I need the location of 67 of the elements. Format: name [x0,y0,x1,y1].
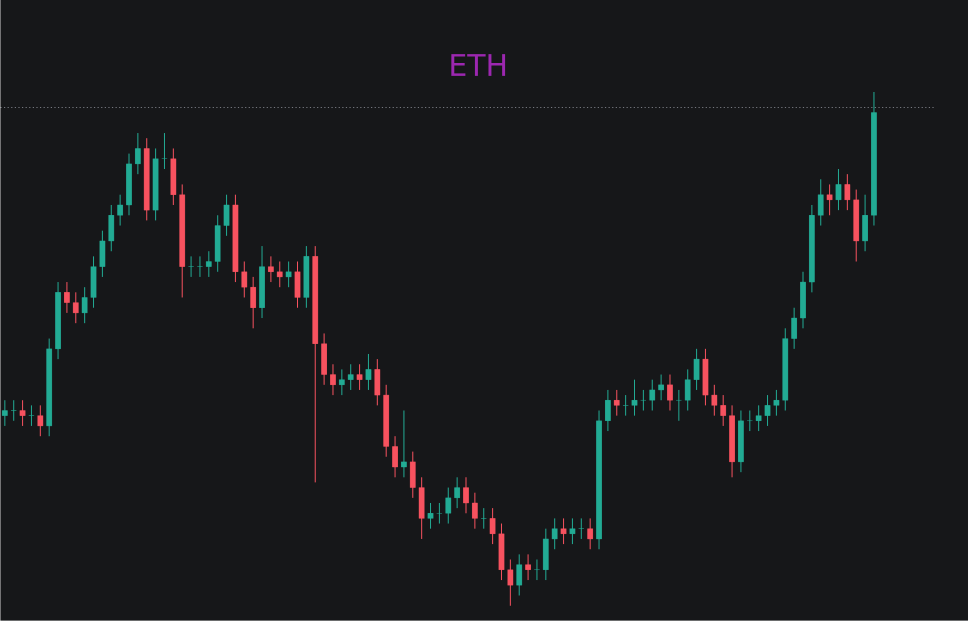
candlestick [507,559,514,606]
candlestick [356,364,362,391]
candlestick [534,559,540,581]
candlestick [667,374,673,412]
candlestick [836,168,842,211]
candlestick [162,132,168,170]
candlestick [587,518,594,550]
candlestick [614,390,620,416]
candlestick [135,132,141,175]
candlestick [711,384,718,416]
candlestick [622,394,628,416]
candlestick [720,394,726,427]
candlestick [428,502,434,530]
chart-title: ETH [451,54,506,76]
candlestick [64,282,70,314]
candlestick [578,518,584,540]
candlestick [552,518,558,550]
candlestick [490,508,496,545]
candlestick [197,256,203,278]
candlestick [516,554,522,596]
candlestick [366,354,372,391]
candlestick [774,390,780,416]
candlestick [37,404,44,437]
candlestick [268,256,274,283]
candlestick [658,374,664,401]
candlestick [188,256,194,278]
candlestick [463,476,469,514]
candlestick [560,518,566,545]
candlestick [764,394,770,427]
candlestick [10,400,17,422]
candlestick [844,174,850,211]
candlestick [746,410,753,432]
candlestick [338,369,345,396]
candlestick [649,379,656,412]
candlestick [818,178,824,226]
candlestick [241,261,248,298]
candlestick [330,364,336,396]
candlestick [117,194,123,226]
candlestick [570,518,576,545]
candlestick [632,379,638,416]
candlestick [676,390,682,422]
candlestick [224,194,230,236]
candlestick [472,492,478,530]
candlestick [605,390,611,432]
candlestick [28,404,34,427]
candlestick [206,250,212,278]
candlestick [348,364,354,391]
candlestick [454,476,460,509]
candlestick [525,554,531,581]
candlestick [401,410,407,478]
candlestick [20,400,26,427]
candlestick [436,502,442,524]
candlestick [250,276,256,329]
candlestick [72,292,79,324]
candlestick [276,261,283,288]
candlestick [640,390,646,412]
candlestick [826,184,832,216]
candlestick [480,508,487,530]
candlestick [392,436,398,478]
candlestick [694,348,700,391]
candlestick [82,286,88,324]
candlestick [684,369,691,412]
candlestick [2,400,8,427]
candlestick [791,307,797,350]
candlestick [756,404,762,432]
candlestick [286,261,292,288]
candlestick [445,487,452,524]
